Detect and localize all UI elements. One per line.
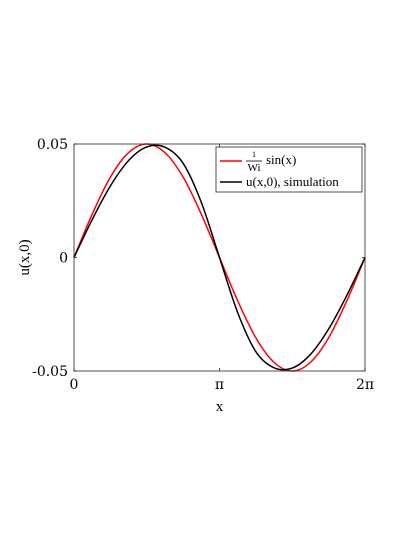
legend-label-series-2: u(x,0), simulation [246, 174, 339, 189]
ticks: 0 π 2π0.050-0.05 [32, 137, 374, 393]
legend-fraction-denominator: Wi [248, 162, 261, 174]
x-tick-label: 0 [70, 377, 79, 393]
y-tick-label: -0.05 [32, 364, 68, 380]
x-axis-label: x [216, 399, 224, 415]
legend-box [215, 146, 363, 193]
series-line-2 [73, 144, 366, 371]
legend-fraction-numerator: 1 [252, 150, 256, 159]
y-tick-label: 0.05 [37, 137, 68, 153]
legend-label-series-1: sin(x) [266, 152, 296, 167]
legend: 1 Wi sin(x) u(x,0), simulation [215, 146, 363, 193]
x-tick-label: π [215, 377, 224, 393]
x-tick-label: 2π [356, 377, 374, 393]
plot-area [73, 143, 366, 372]
y-tick-label: 0 [59, 251, 68, 267]
y-axis-label: u(x,0) [17, 239, 33, 275]
